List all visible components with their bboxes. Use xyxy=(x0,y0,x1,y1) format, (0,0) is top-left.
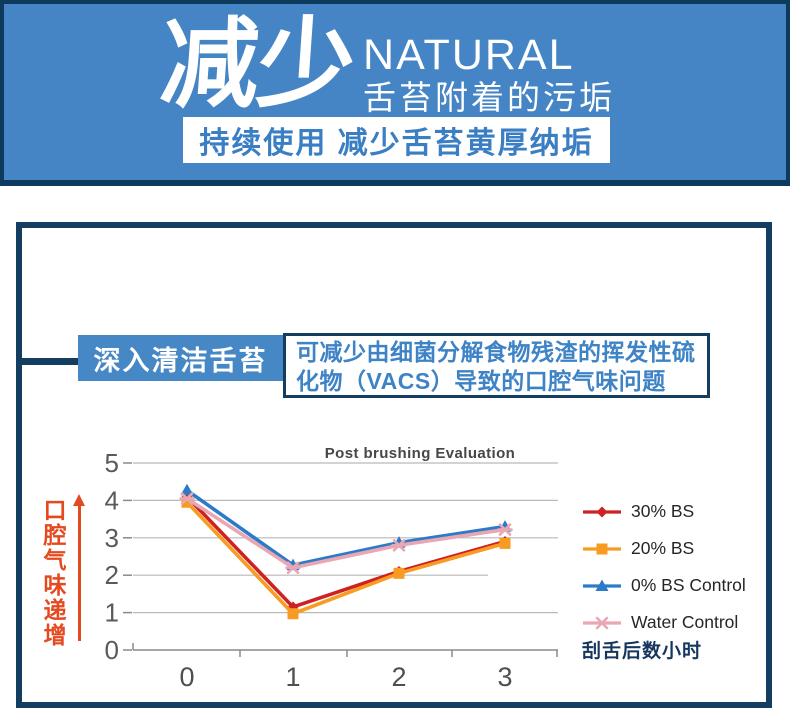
svg-text:0: 0 xyxy=(105,635,119,665)
svg-text:3: 3 xyxy=(105,523,119,553)
legend-label: 20% BS xyxy=(631,538,695,558)
svg-text:4: 4 xyxy=(105,485,119,515)
y-axis-caption: 口腔气味递增 xyxy=(40,498,66,648)
content-card: 深入清洁舌苔 可减少由细菌分解食物残渣的挥发性硫 化物（VACS）导致的口腔气味… xyxy=(16,222,772,708)
arrow-head-icon xyxy=(73,494,85,506)
increase-arrow-icon xyxy=(72,494,86,641)
banner-headline: 减少 xyxy=(157,9,357,119)
svg-text:3: 3 xyxy=(497,662,512,692)
legend-item: 30% BS xyxy=(582,500,746,523)
legend-label: 0% BS Control xyxy=(631,575,746,595)
x-axis-caption: 刮舌后数小时 xyxy=(582,641,703,662)
card-left-dash xyxy=(16,358,78,365)
legend-marker-icon xyxy=(583,579,621,591)
section-label-text: 深入清洁舌苔 xyxy=(93,345,268,376)
banner-subtitle-zh: 舌苔附着的污垢 xyxy=(363,79,616,116)
svg-text:2: 2 xyxy=(391,662,406,692)
legend-item: Water Control xyxy=(582,611,746,634)
legend-item: 20% BS xyxy=(582,537,746,560)
banner-subtitles: NATURAL 舌苔附着的污垢 xyxy=(363,32,615,118)
legend-marker-icon xyxy=(583,506,621,517)
svg-text:1: 1 xyxy=(105,598,119,628)
banner-tagline-box: 持续使用 减少舌苔黄厚纳垢 xyxy=(183,117,610,163)
svg-text:1: 1 xyxy=(285,662,300,692)
svg-text:2: 2 xyxy=(105,560,119,590)
banner-tagline-text: 持续使用 减少舌苔黄厚纳垢 xyxy=(199,127,594,160)
banner-headline-row: 减少 NATURAL 舌苔附着的污垢 xyxy=(157,9,615,119)
section-description-line1: 可减少由细菌分解食物残渣的挥发性硫 xyxy=(296,339,696,365)
svg-text:0: 0 xyxy=(179,662,194,692)
banner-subtitle-en: NATURAL xyxy=(363,31,575,79)
svg-text:5: 5 xyxy=(105,448,119,478)
legend-label: Water Control xyxy=(631,612,739,632)
legend-label: 30% BS xyxy=(631,501,695,521)
section-description-line2: 化物（VACS）导致的口腔气味问题 xyxy=(296,368,666,394)
legend-item: 0% BS Control xyxy=(582,574,746,597)
arrow-shaft xyxy=(77,506,81,641)
section-label-box: 深入清洁舌苔 xyxy=(78,335,283,381)
chart-legend: 30% BS 20% BS 0% BS Control Water Control xyxy=(582,500,746,634)
top-banner: 减少 NATURAL 舌苔附着的污垢 持续使用 减少舌苔黄厚纳垢 xyxy=(0,0,790,186)
section-description-box: 可减少由细菌分解食物残渣的挥发性硫 化物（VACS）导致的口腔气味问题 xyxy=(283,333,710,398)
chart-title: Post brushing Evaluation xyxy=(324,445,516,462)
chart-canvas: 0 1 2 3 4 5 0 1 2 3 xyxy=(105,448,558,692)
legend-marker-icon xyxy=(583,616,621,629)
legend-marker-icon xyxy=(583,543,621,554)
